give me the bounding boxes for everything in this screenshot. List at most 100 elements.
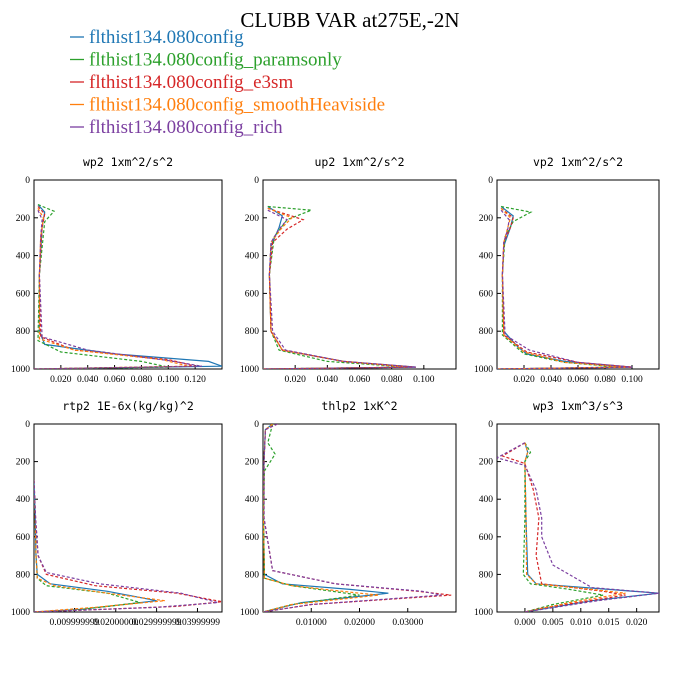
x-tick-label: 0.080 — [381, 375, 403, 385]
x-tick-label: 0.010 — [570, 618, 592, 628]
series-line — [263, 209, 416, 369]
panel: thlp2 1xK^2 0 200 400 600 800 1000 0.01000 0.020… — [240, 399, 457, 628]
series-line — [497, 442, 659, 612]
legend-label: flthist134.080config_e3sm — [89, 72, 293, 93]
y-tick-label: 800 — [245, 327, 260, 337]
panel-title: wp2 1xm^2/s^2 — [83, 155, 173, 169]
series-line — [263, 424, 389, 612]
panel: wp2 1xm^2/s^2 0 200 400 600 800 1000 0.020 0.040… — [11, 155, 223, 385]
y-tick-label: 1000 — [11, 608, 30, 618]
series-line — [34, 480, 141, 612]
y-tick-label: 200 — [16, 214, 31, 224]
panel-title: up2 1xm^2/s^2 — [314, 155, 404, 169]
y-tick-label: 200 — [479, 214, 494, 224]
x-tick-label: 0.020 — [284, 375, 306, 385]
series-line — [263, 424, 360, 612]
panel: wp3 1xm^3/s^3 0 200 400 600 800 1000 0.000 0.005… — [474, 399, 660, 628]
y-tick-label: 600 — [245, 289, 260, 299]
series-line — [34, 480, 165, 612]
y-tick-label: 800 — [479, 327, 494, 337]
series-line — [34, 480, 222, 612]
legend-label: flthist134.080config_smoothHeaviside — [89, 95, 385, 116]
legend-label: flthist134.080config_paramsonly — [89, 50, 342, 71]
y-tick-label: 600 — [479, 289, 494, 299]
series-line — [497, 209, 633, 369]
y-tick-label: 800 — [479, 570, 494, 580]
x-tick-label: 0.020 — [50, 375, 72, 385]
series-line — [263, 207, 416, 369]
series-line — [34, 209, 203, 369]
y-tick-label: 1000 — [11, 365, 30, 375]
panels: wp2 1xm^2/s^2 0 200 400 600 800 1000 0.020 0.040… — [11, 155, 660, 628]
legend: flthist134.080configflthist134.080config… — [70, 27, 385, 138]
x-tick-label: 0.020 — [513, 375, 535, 385]
x-tick-label: 0.040 — [540, 375, 562, 385]
legend-label: flthist134.080config — [89, 27, 244, 48]
y-tick-label: 400 — [16, 495, 31, 505]
series-line — [263, 205, 408, 369]
panel-title: wp3 1xm^3/s^3 — [533, 399, 623, 413]
y-tick-label: 0 — [25, 176, 30, 186]
series-line — [263, 424, 442, 612]
y-tick-label: 0 — [254, 420, 259, 430]
y-tick-label: 800 — [16, 327, 31, 337]
panel: up2 1xm^2/s^2 0 200 400 600 800 1000 0.020 0.040… — [240, 155, 457, 385]
series-line — [263, 424, 379, 612]
x-tick-label: 0.100 — [621, 375, 643, 385]
y-tick-label: 0 — [25, 420, 30, 430]
series-line — [34, 204, 169, 369]
legend-label: flthist134.080config_rich — [89, 117, 283, 138]
y-tick-label: 0 — [488, 176, 493, 186]
panel-frame — [33, 423, 223, 613]
y-tick-label: 1000 — [474, 608, 493, 618]
y-tick-label: 1000 — [474, 365, 493, 375]
series-line — [263, 424, 452, 612]
x-tick-label: 0.080 — [131, 375, 153, 385]
y-tick-label: 200 — [245, 214, 260, 224]
x-tick-label: 0.100 — [413, 375, 435, 385]
x-tick-label: 0.015 — [598, 618, 620, 628]
y-tick-label: 600 — [16, 533, 31, 543]
x-tick-label: 0.060 — [567, 375, 589, 385]
series-line — [34, 204, 222, 369]
x-tick-label: 0.02000 — [344, 618, 375, 628]
y-tick-label: 800 — [16, 570, 31, 580]
x-tick-label: 0.009999999 — [50, 618, 100, 628]
series-line — [497, 207, 626, 369]
y-tick-label: 400 — [245, 495, 260, 505]
y-tick-label: 400 — [245, 252, 260, 262]
series-line — [497, 207, 633, 369]
x-tick-label: 0.060 — [349, 375, 371, 385]
x-tick-label: 0.120 — [184, 375, 206, 385]
panel-frame — [262, 179, 457, 370]
series-line — [501, 442, 626, 612]
series-line — [34, 480, 157, 612]
figure-title: CLUBB VAR at275E,-2N — [240, 8, 459, 32]
panel: rtp2 1E-6x(kg/kg)^2 0 200 400 600 800 1000 0.00… — [11, 399, 223, 628]
series-line — [34, 480, 219, 612]
y-tick-label: 600 — [16, 289, 31, 299]
series-line — [34, 206, 196, 369]
x-tick-label: 0.02000000 — [93, 618, 138, 628]
series-line — [522, 442, 604, 612]
x-tick-label: 0.01000 — [296, 618, 327, 628]
panel-frame — [262, 423, 457, 613]
y-tick-label: 800 — [245, 570, 260, 580]
y-tick-label: 200 — [16, 458, 31, 468]
x-tick-label: 0.03000 — [392, 618, 423, 628]
panel-title: vp2 1xm^2/s^2 — [533, 155, 623, 169]
x-tick-label: 0.100 — [158, 375, 180, 385]
y-tick-label: 400 — [16, 252, 31, 262]
series-line — [263, 207, 408, 369]
y-tick-label: 200 — [245, 458, 260, 468]
y-tick-label: 400 — [479, 252, 494, 262]
panel-frame — [33, 179, 223, 370]
x-tick-label: 0.060 — [104, 375, 126, 385]
y-tick-label: 200 — [479, 458, 494, 468]
x-tick-label: 0.040 — [317, 375, 339, 385]
series-line — [34, 208, 189, 369]
panel: vp2 1xm^2/s^2 0 200 400 600 800 1000 0.020 0.040… — [474, 155, 660, 385]
panel-frame — [496, 179, 660, 370]
x-tick-label: 0.020 — [626, 618, 648, 628]
y-tick-label: 600 — [479, 533, 494, 543]
